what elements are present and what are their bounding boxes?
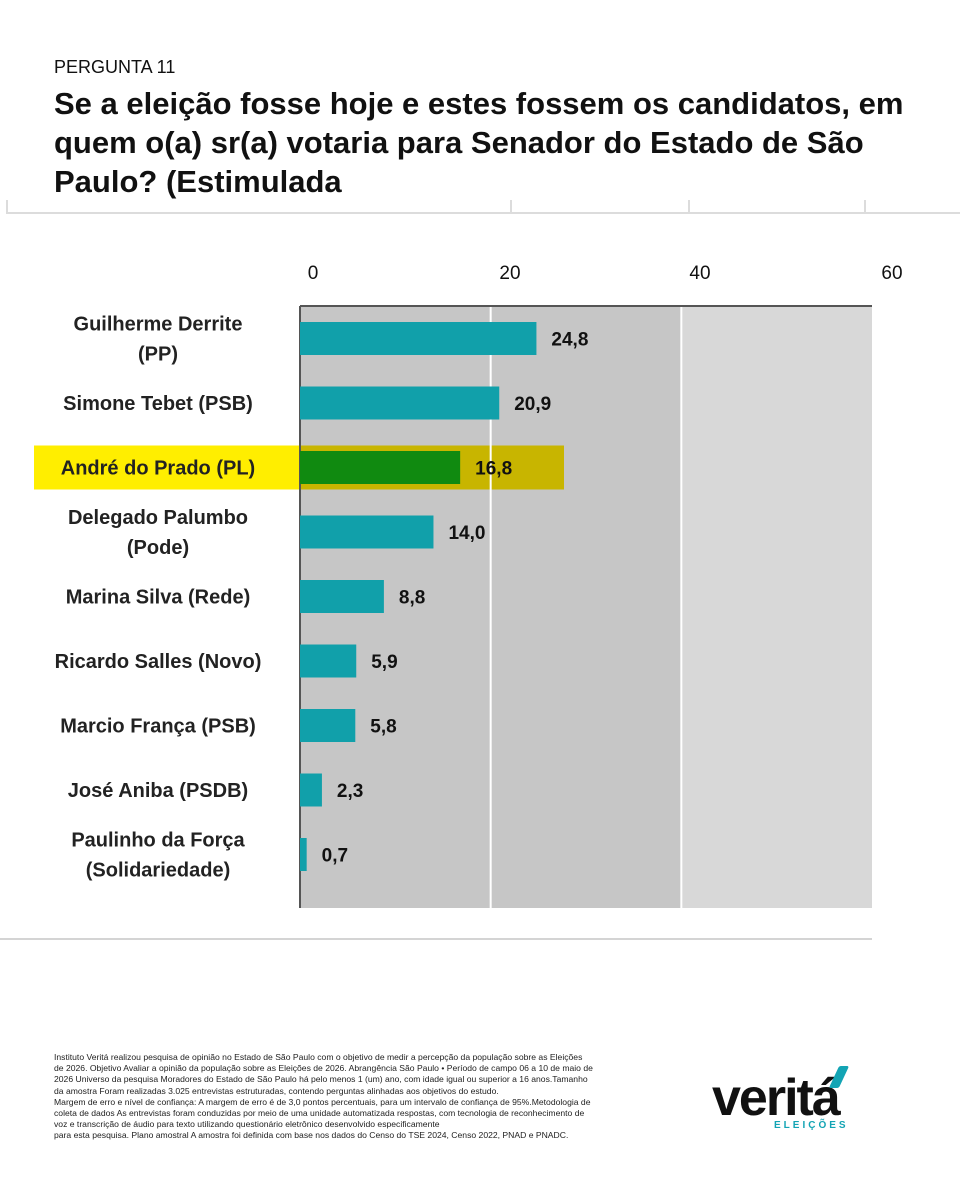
data-label: 16,8 (475, 459, 512, 480)
category-label: Marina Silva (Rede) (66, 587, 251, 609)
x-tick-label: 60 (881, 263, 902, 284)
divider-tick (688, 200, 690, 214)
data-label: 8,8 (399, 588, 425, 609)
x-tick-label: 40 (689, 263, 710, 284)
divider-tick (6, 200, 8, 214)
highlight-band (34, 445, 300, 490)
bottom-divider (0, 938, 872, 940)
note-line: coleta de dados As entrevistas foram con… (54, 1108, 585, 1119)
category-label: Delegado Palumbo (68, 507, 248, 529)
bar (300, 644, 357, 678)
data-label: 24,8 (551, 330, 588, 351)
data-label: 5,8 (370, 717, 396, 738)
note-line: Instituto Veritá realizou pesquisa de op… (54, 1052, 583, 1062)
data-label: 2,3 (337, 781, 363, 802)
category-label: José Aniba (PSDB) (68, 780, 248, 802)
category-label: Marcio França (PSB) (60, 716, 256, 738)
bar (300, 386, 500, 420)
divider-tick (510, 200, 512, 214)
logo-subtitle: ELEIÇÕES (774, 1120, 849, 1131)
category-label: (Solidariedade) (86, 860, 230, 882)
note-line: Margem de erro e nível de confiança: A m… (54, 1096, 591, 1107)
bar (300, 709, 356, 742)
bar (300, 322, 537, 355)
bar (300, 838, 307, 871)
category-label: Guilherme Derrite (74, 314, 243, 336)
data-label: 0,7 (322, 846, 348, 867)
x-tick-label: 20 (499, 263, 520, 284)
methodology-note: Instituto Veritá realizou pesquisa de op… (54, 1052, 644, 1142)
bar (300, 580, 384, 613)
data-label: 20,9 (514, 394, 551, 415)
logo-wordmark: veritá (712, 1069, 841, 1127)
plot-background-right (681, 306, 872, 908)
top-divider (6, 212, 960, 214)
divider-tick (864, 200, 866, 214)
category-label: Ricardo Salles (Novo) (55, 651, 262, 673)
bar (300, 773, 322, 807)
bar-chart: 0 20 40 60 24,8 Guilherme Derrite (PP) 20,9 Simo… (34, 263, 903, 908)
note-line: 2026 Universo da pesquisa Moradores do E… (54, 1074, 588, 1085)
question-kicker: PERGUNTA 11 (54, 57, 176, 77)
note-line: voz e transcrição de áudio para texto ut… (54, 1119, 440, 1130)
verita-logo: veritá ELEIÇÕES (712, 1066, 862, 1138)
note-line: de 2026. Objetivo Avaliar a opinião da p… (54, 1063, 593, 1074)
question-title: Se a eleição fosse hoje e estes fossem o… (54, 86, 904, 199)
category-label: Paulinho da Força (71, 830, 245, 852)
category-label: (Pode) (127, 537, 189, 559)
category-label: André do Prado (PL) (61, 458, 255, 480)
data-label: 14,0 (448, 523, 485, 544)
note-line: para esta pesquisa. Plano amostral A amo… (54, 1130, 569, 1141)
bar (300, 515, 434, 549)
data-label: 5,9 (371, 652, 397, 673)
note-line: da amostra Foram realizadas 3.025 entrev… (54, 1085, 499, 1096)
category-label: (PP) (138, 344, 178, 366)
category-label: Simone Tebet (PSB) (63, 393, 253, 415)
bar (300, 451, 461, 484)
x-tick-label: 0 (308, 263, 319, 284)
